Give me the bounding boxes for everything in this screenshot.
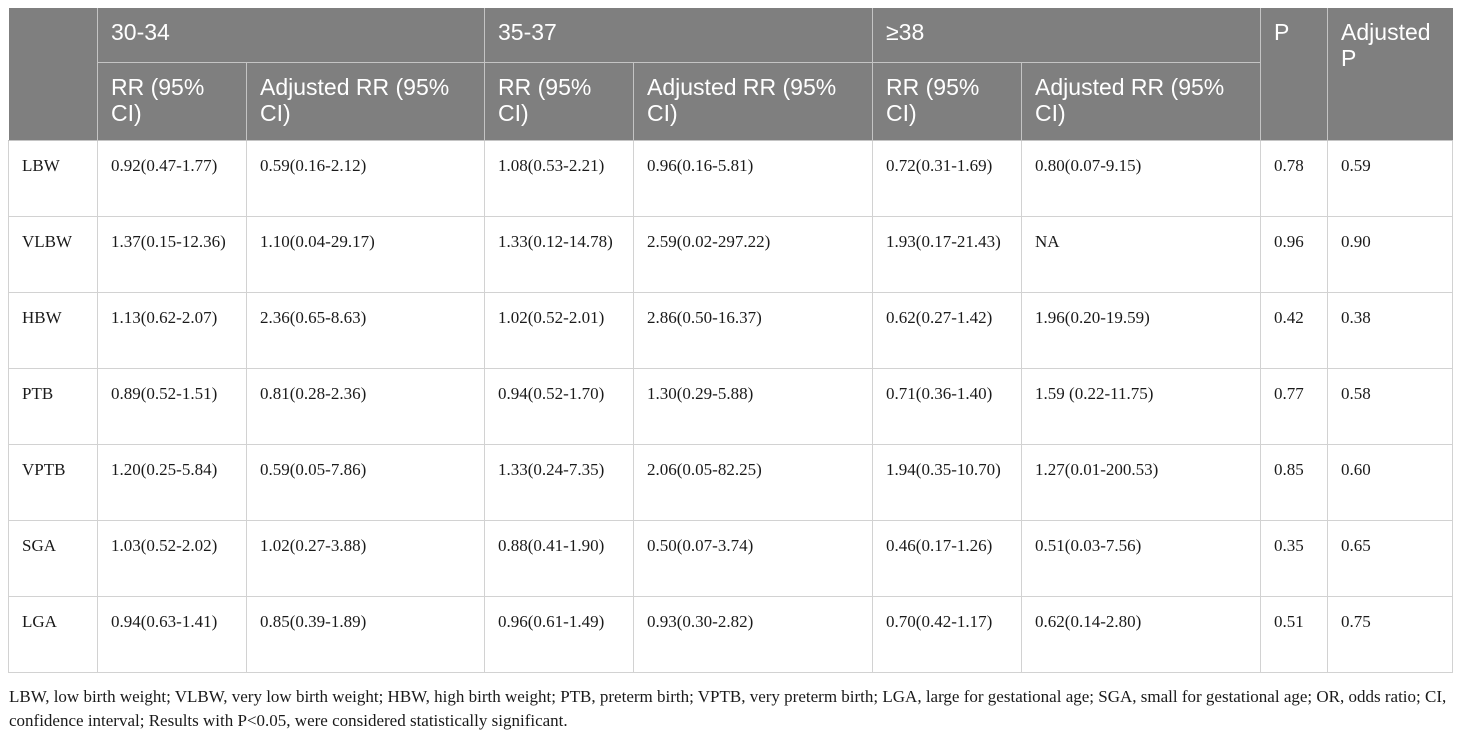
table-row: SGA 1.03(0.52-2.02) 1.02(0.27-3.88) 0.88…	[8, 520, 1454, 597]
table-cell: 0.62(0.14-2.80)	[1021, 596, 1261, 673]
table-footnote: LBW, low birth weight; VLBW, very low bi…	[9, 686, 1447, 730]
table-cell: 2.06(0.05-82.25)	[633, 444, 873, 521]
table-row: VPTB 1.20(0.25-5.84) 0.59(0.05-7.86) 1.3…	[8, 444, 1454, 521]
table-cell: 1.02(0.52-2.01)	[484, 292, 634, 369]
row-label: PTB	[8, 368, 98, 445]
row-label: SGA	[8, 520, 98, 597]
table-cell: 2.86(0.50-16.37)	[633, 292, 873, 369]
row-label: VPTB	[8, 444, 98, 521]
table-cell: 0.51(0.03-7.56)	[1021, 520, 1261, 597]
table-cell: 0.46(0.17-1.26)	[872, 520, 1022, 597]
row-label: LBW	[8, 140, 98, 217]
header-stub	[8, 8, 98, 141]
header-adjusted-rr-35-37: Adjusted RR (95% CI)	[633, 62, 873, 141]
header-rr-38-plus: RR (95% CI)	[872, 62, 1022, 141]
table-cell: 1.03(0.52-2.02)	[97, 520, 247, 597]
table-cell: 0.92(0.47-1.77)	[97, 140, 247, 217]
table-cell: 1.33(0.12-14.78)	[484, 216, 634, 293]
table-cell: NA	[1021, 216, 1261, 293]
adjusted-p-value-cell: 0.58	[1327, 368, 1454, 445]
table-row: HBW 1.13(0.62-2.07) 2.36(0.65-8.63) 1.02…	[8, 292, 1454, 369]
table-cell: 0.72(0.31-1.69)	[872, 140, 1022, 217]
table-cell: 0.70(0.42-1.17)	[872, 596, 1022, 673]
table-cell: 0.94(0.52-1.70)	[484, 368, 634, 445]
header-row-measures: RR (95% CI) Adjusted RR (95% CI) RR (95%…	[9, 62, 1453, 141]
results-table: 30-34 35-37 ≥38 P Adjusted P RR (95% CI)…	[8, 8, 1454, 673]
table-cell: 2.59(0.02-297.22)	[633, 216, 873, 293]
table-cell: 0.88(0.41-1.90)	[484, 520, 634, 597]
table-cell: 0.81(0.28-2.36)	[245, 368, 485, 445]
table-row: VLBW 1.37(0.15-12.36) 1.10(0.04-29.17) 1…	[8, 216, 1454, 293]
table-cell: 1.20(0.25-5.84)	[97, 444, 247, 521]
p-value-cell: 0.77	[1260, 368, 1328, 445]
adjusted-p-value-cell: 0.75	[1327, 596, 1454, 673]
table-cell: 2.36(0.65-8.63)	[245, 292, 485, 369]
table-header: 30-34 35-37 ≥38 P Adjusted P RR (95% CI)…	[8, 8, 1453, 141]
table-container: 30-34 35-37 ≥38 P Adjusted P RR (95% CI)…	[8, 8, 1454, 733]
header-p: P	[1260, 8, 1328, 141]
table-cell: 0.89(0.52-1.51)	[97, 368, 247, 445]
row-label: LGA	[8, 596, 98, 673]
table-body: LBW 0.92(0.47-1.77) 0.59(0.16-2.12) 1.08…	[8, 140, 1454, 673]
p-value-cell: 0.35	[1260, 520, 1328, 597]
p-value-cell: 0.78	[1260, 140, 1328, 217]
header-group-30-34: 30-34	[96, 8, 485, 63]
adjusted-p-value-cell: 0.59	[1327, 140, 1454, 217]
table-cell: 0.96(0.16-5.81)	[633, 140, 873, 217]
adjusted-p-value-cell: 0.38	[1327, 292, 1454, 369]
p-value-cell: 0.85	[1260, 444, 1328, 521]
table-cell: 1.30(0.29-5.88)	[633, 368, 873, 445]
table-cell: 1.13(0.62-2.07)	[97, 292, 247, 369]
header-rr-35-37: RR (95% CI)	[484, 62, 634, 141]
table-cell: 0.85(0.39-1.89)	[245, 596, 485, 673]
table-cell: 1.10(0.04-29.17)	[245, 216, 485, 293]
table-row: PTB 0.89(0.52-1.51) 0.81(0.28-2.36) 0.94…	[8, 368, 1454, 445]
table-cell: 1.96(0.20-19.59)	[1021, 292, 1261, 369]
header-adjusted-p: Adjusted P	[1327, 8, 1453, 141]
p-value-cell: 0.51	[1260, 596, 1328, 673]
header-rr-30-34: RR (95% CI)	[97, 62, 247, 141]
table-cell: 1.93(0.17-21.43)	[872, 216, 1022, 293]
table-cell: 1.59 (0.22-11.75)	[1021, 368, 1261, 445]
table-row: LBW 0.92(0.47-1.77) 0.59(0.16-2.12) 1.08…	[8, 140, 1454, 217]
table-cell: 1.02(0.27-3.88)	[245, 520, 485, 597]
table-cell: 0.94(0.63-1.41)	[97, 596, 247, 673]
adjusted-p-value-cell: 0.90	[1327, 216, 1454, 293]
table-cell: 0.50(0.07-3.74)	[633, 520, 873, 597]
header-group-38-plus: ≥38	[872, 8, 1261, 63]
header-adjusted-rr-38-plus: Adjusted RR (95% CI)	[1021, 62, 1261, 141]
table-cell: 1.94(0.35-10.70)	[872, 444, 1022, 521]
adjusted-p-value-cell: 0.65	[1327, 520, 1454, 597]
table-cell: 1.37(0.15-12.36)	[97, 216, 247, 293]
table-cell: 0.71(0.36-1.40)	[872, 368, 1022, 445]
p-value-cell: 0.96	[1260, 216, 1328, 293]
table-cell: 0.59(0.16-2.12)	[245, 140, 485, 217]
table-cell: 1.08(0.53-2.21)	[484, 140, 634, 217]
p-value-cell: 0.42	[1260, 292, 1328, 369]
table-cell: 0.96(0.61-1.49)	[484, 596, 634, 673]
header-group-35-37: 35-37	[484, 8, 873, 63]
table-cell: 0.93(0.30-2.82)	[633, 596, 873, 673]
row-label: VLBW	[8, 216, 98, 293]
adjusted-p-value-cell: 0.60	[1327, 444, 1454, 521]
header-adjusted-rr-30-34: Adjusted RR (95% CI)	[245, 62, 485, 141]
table-cell: 0.59(0.05-7.86)	[245, 444, 485, 521]
table-cell: 0.62(0.27-1.42)	[872, 292, 1022, 369]
table-cell: 0.80(0.07-9.15)	[1021, 140, 1261, 217]
table-cell: 1.27(0.01-200.53)	[1021, 444, 1261, 521]
table-row: LGA 0.94(0.63-1.41) 0.85(0.39-1.89) 0.96…	[8, 596, 1454, 673]
table-cell: 1.33(0.24-7.35)	[484, 444, 634, 521]
header-row-groups: 30-34 35-37 ≥38 P Adjusted P	[8, 8, 1453, 141]
row-label: HBW	[8, 292, 98, 369]
